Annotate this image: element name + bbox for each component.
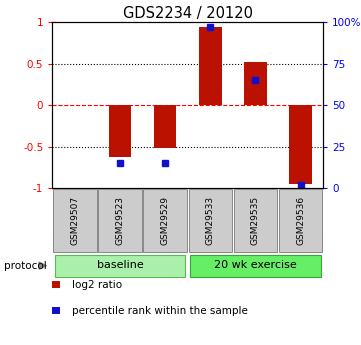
Text: percentile rank within the sample: percentile rank within the sample [72, 306, 248, 315]
Text: protocol: protocol [4, 261, 46, 270]
Bar [199, 27, 222, 105]
Text: GSM29507: GSM29507 [70, 196, 79, 245]
Text: GSM29523: GSM29523 [116, 196, 125, 245]
FancyBboxPatch shape [190, 255, 321, 277]
Text: GSM29529: GSM29529 [161, 196, 170, 245]
FancyBboxPatch shape [144, 189, 187, 252]
Title: GDS2234 / 20120: GDS2234 / 20120 [123, 6, 253, 21]
Bar [109, 105, 131, 157]
Bar [154, 105, 177, 148]
FancyBboxPatch shape [234, 189, 277, 252]
FancyBboxPatch shape [55, 255, 186, 277]
Text: GSM29536: GSM29536 [296, 196, 305, 245]
Text: log2 ratio: log2 ratio [72, 280, 122, 289]
Text: GSM29533: GSM29533 [206, 196, 215, 245]
FancyBboxPatch shape [98, 189, 142, 252]
Text: 20 wk exercise: 20 wk exercise [214, 260, 297, 270]
Bar [244, 62, 267, 105]
FancyBboxPatch shape [188, 189, 232, 252]
FancyBboxPatch shape [53, 189, 97, 252]
Bar [289, 105, 312, 184]
FancyBboxPatch shape [279, 189, 322, 252]
Text: GSM29535: GSM29535 [251, 196, 260, 245]
Text: baseline: baseline [97, 260, 143, 270]
